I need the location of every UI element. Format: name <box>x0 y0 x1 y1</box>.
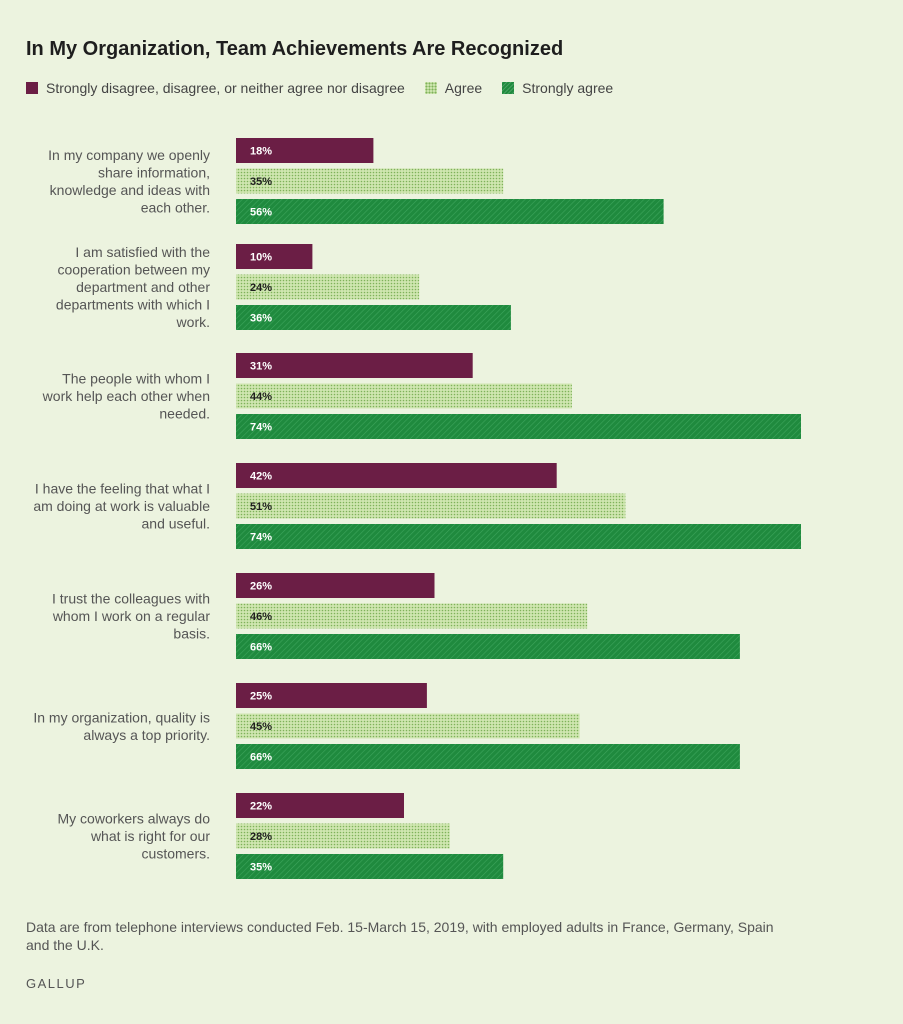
bar-strongly-agree <box>236 634 740 659</box>
bar-agree <box>236 274 420 300</box>
bar-agree <box>236 383 572 409</box>
category-label: I trust the colleagues with whom I work o… <box>52 591 211 642</box>
legend-label-strongly-agree: Strongly agree <box>522 80 614 96</box>
legend-item-disagree: Strongly disagree, disagree, or neither … <box>26 80 405 96</box>
category-label-line: work. <box>176 314 210 330</box>
legend-swatch-disagree <box>26 82 38 94</box>
category-label-line: The people with whom I <box>62 371 210 387</box>
category-label-line: departments with which I <box>56 297 210 313</box>
bar-disagree <box>236 793 404 818</box>
legend-label-disagree: Strongly disagree, disagree, or neither … <box>46 80 405 96</box>
legend-label-agree: Agree <box>444 80 483 96</box>
bar-disagree <box>236 683 427 708</box>
bar-value-label: 44% <box>250 391 272 403</box>
category-label-line: I have the feeling that what I <box>35 481 210 497</box>
bar-strongly-agree <box>236 854 504 879</box>
bar-value-label: 24% <box>250 282 272 294</box>
bar-chart: In my company we openly share information… <box>33 138 801 879</box>
brand-logo-text: GALLUP <box>26 976 87 991</box>
category-label-line: each other. <box>141 199 210 215</box>
bar-agree <box>236 713 580 739</box>
bar-strongly-agree <box>236 414 801 439</box>
bar-strongly-agree <box>236 744 740 769</box>
bar-value-label: 42% <box>250 471 272 483</box>
category-label: My coworkers always do what is right for … <box>58 811 211 862</box>
bar-strongly-agree <box>236 305 511 330</box>
bar-value-label: 35% <box>250 176 272 188</box>
bar-value-label: 31% <box>250 361 272 373</box>
legend-item-strongly-agree: Strongly agree <box>502 80 613 96</box>
bar-agree <box>236 823 450 849</box>
category-label-line: whom I work on a regular <box>52 608 211 624</box>
bar-agree <box>236 603 588 629</box>
bar-value-label: 66% <box>250 752 272 764</box>
bar-disagree <box>236 244 313 269</box>
category-label-line: and useful. <box>142 516 211 532</box>
bar-value-label: 51% <box>250 501 272 513</box>
bar-disagree <box>236 353 473 378</box>
bar-value-label: 25% <box>250 691 272 703</box>
bar-value-label: 22% <box>250 801 272 813</box>
category-label-line: knowledge and ideas with <box>50 182 210 198</box>
bar-strongly-agree <box>236 199 664 224</box>
legend-swatch-strongly-agree <box>502 82 515 94</box>
bar-value-label: 36% <box>250 313 272 325</box>
bar-agree <box>236 493 626 519</box>
category-label-line: My coworkers always do <box>58 811 211 827</box>
footnote: Data are from telephone interviews condu… <box>26 919 774 953</box>
category-label-line: share information, <box>98 164 210 180</box>
category-label-line: customers. <box>142 846 210 862</box>
legend-swatch-agree <box>424 82 437 94</box>
legend-item-agree: Agree <box>424 80 483 96</box>
category-label-line: basis. <box>173 626 210 642</box>
bar-value-label: 26% <box>250 581 272 593</box>
bar-value-label: 45% <box>250 721 272 733</box>
bar-value-label: 35% <box>250 862 272 874</box>
category-label-line: what is right for our <box>90 828 210 844</box>
bar-disagree <box>236 573 435 598</box>
category-label-line: I am satisfied with the <box>75 244 210 260</box>
bar-value-label: 18% <box>250 146 272 158</box>
bar-value-label: 56% <box>250 207 272 219</box>
category-label: I am satisfied with the cooperation betwe… <box>56 244 210 330</box>
bar-value-label: 10% <box>250 252 272 264</box>
bar-value-label: 74% <box>250 532 272 544</box>
category-label-line: In my organization, quality is <box>33 709 210 725</box>
category-label: In my organization, quality is always a t… <box>33 709 210 743</box>
category-label-line: cooperation between my <box>57 262 210 278</box>
bar-value-label: 28% <box>250 831 272 843</box>
category-label: In my company we openly share information… <box>48 147 210 216</box>
category-label-line: I trust the colleagues with <box>52 591 210 607</box>
bar-value-label: 66% <box>250 642 272 654</box>
bar-value-label: 74% <box>250 422 272 434</box>
bar-value-label: 46% <box>250 611 272 623</box>
legend: Strongly disagree, disagree, or neither … <box>26 80 633 96</box>
category-label-line: In my company we openly <box>48 147 210 163</box>
category-label-line: am doing at work is valuable <box>33 498 210 514</box>
bar-disagree <box>236 463 557 488</box>
category-label-line: work help each other when <box>42 388 210 404</box>
category-label-line: always a top priority. <box>83 727 210 743</box>
chart-title: In My Organization, Team Achievements Ar… <box>26 38 564 60</box>
bar-agree <box>236 168 504 194</box>
bar-disagree <box>236 138 374 163</box>
bar-strongly-agree <box>236 524 801 549</box>
category-label-line: department and other <box>76 279 210 295</box>
category-label-line: needed. <box>159 406 210 422</box>
